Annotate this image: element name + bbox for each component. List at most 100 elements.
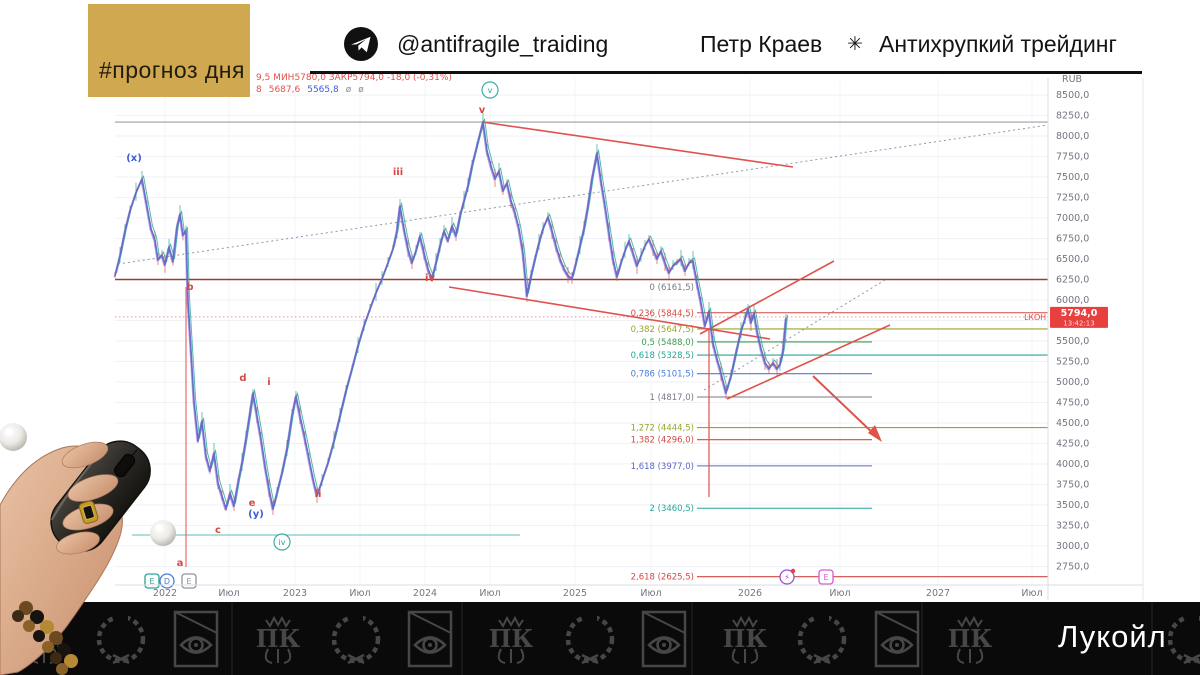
fib-label: 0,5 (5488,0) — [641, 338, 694, 348]
fib-label: 0 (6161,5) — [650, 283, 694, 293]
eye-iris — [422, 637, 438, 653]
time-tick-label: Июл — [349, 588, 370, 599]
laurel-wreath-icon — [331, 610, 381, 665]
price-tick-label: 3500,0 — [1056, 500, 1089, 511]
drawing-tool-badge[interactable]: E — [818, 569, 834, 585]
forecast-badge-label: #прогноз дня — [99, 57, 245, 83]
monogram-crown-icon: ПК — [948, 615, 992, 664]
current-price-badge: 5794,013:42:13 — [1050, 306, 1108, 328]
price-tick-label: 6250,0 — [1056, 275, 1089, 286]
tool-badge-letter: E — [823, 573, 828, 582]
tool-badge-letter: E — [149, 577, 154, 586]
price-tick-label: 8250,0 — [1056, 111, 1089, 122]
eye-lens — [179, 636, 213, 654]
eye-emblem-icon — [407, 610, 453, 668]
ohlc-values: 9,5 МИН5780,0 ЗАКР5794,0 -18,0 (-0,31%) — [256, 73, 452, 83]
header-divider — [310, 71, 1142, 74]
pinky-finger — [56, 531, 100, 555]
fib-label: 2 (3460,5) — [650, 504, 694, 514]
eye-frame — [874, 610, 920, 668]
tool-badge-letter: ⚡ — [784, 573, 790, 582]
wave-label: a — [177, 558, 184, 569]
price-tick-label: 4500,0 — [1056, 418, 1089, 429]
ohlc-legend-row1: 9,5 МИН5780,0 ЗАКР5794,0 -18,0 (-0,31%) — [256, 73, 459, 83]
monogram-flourish — [264, 648, 292, 664]
forecast-badge: #прогноз дня — [88, 4, 250, 97]
time-tick-label: Июл — [218, 588, 239, 599]
price-tick-label: 5250,0 — [1056, 357, 1089, 368]
eye-pupil — [194, 643, 198, 647]
wave-label: b — [186, 282, 193, 293]
crown — [957, 615, 983, 628]
time-tick-label: Июл — [829, 588, 850, 599]
time-tick-label: Июл — [479, 588, 500, 599]
wreath-stems — [581, 653, 599, 665]
price-tick-label: 4250,0 — [1056, 439, 1089, 450]
price-tick-label: 5000,0 — [1056, 377, 1089, 388]
fibonacci-levels: 0 (6161,5) 0,236 (5844,5) 0,382 (5647,5) 0,… — [631, 283, 1048, 583]
crown — [265, 615, 291, 628]
ohlc-value: 5565,8 — [307, 85, 339, 95]
monogram-flourish — [956, 648, 984, 664]
trendline — [699, 260, 835, 335]
footer-banner: ПКПКПКПКПК Лукойл — [0, 602, 1200, 675]
wave-label: i — [267, 377, 270, 388]
time-tick-label: 2024 — [413, 588, 437, 599]
ticker-label: LKOH — [1024, 313, 1046, 322]
header: @antifragile_traiding Петр Краев ✳ Антих… — [0, 0, 1200, 72]
price-tick-label: 7250,0 — [1056, 193, 1089, 204]
tool-badge-circle[interactable] — [779, 569, 795, 585]
crown — [732, 615, 758, 628]
wave-label-circled: iv — [279, 538, 286, 547]
current-price-value: 5794,0 — [1061, 308, 1098, 319]
price-series-line — [114, 121, 787, 511]
trendline — [703, 279, 886, 391]
eye-fold — [642, 611, 686, 634]
star-separator-icon: ✳ — [847, 34, 863, 55]
monogram-letters: ПК — [489, 624, 534, 653]
wave-label-circle — [273, 533, 291, 551]
index-finger — [61, 441, 109, 469]
eye-fold — [174, 611, 218, 634]
price-scale[interactable]: RUB 8500,0 8250,0 8000,0 7750,0 7500,0 7250,0 7… — [1047, 74, 1144, 600]
laurel-wreath-icon — [565, 610, 615, 665]
laurel-wreath-icon — [1167, 610, 1200, 665]
current-price-time: 13:42:13 — [1063, 319, 1094, 327]
tool-badge-square[interactable] — [818, 569, 834, 585]
wreath-stems — [1183, 653, 1200, 665]
eye-emblem-icon — [874, 610, 920, 668]
wave-label: ii — [315, 489, 322, 500]
currency-label: RUB — [1062, 74, 1082, 85]
price-tick-label: 5500,0 — [1056, 336, 1089, 347]
tool-badge-letter: E — [186, 577, 191, 586]
price-tick-label: 2750,0 — [1056, 562, 1089, 573]
wreath-gap — [815, 610, 829, 622]
monogram-flourish — [497, 648, 525, 664]
eye-fold — [408, 611, 452, 634]
ohlc-value: 5687,6 — [268, 85, 301, 95]
fib-label: 1,618 (3977,0) — [631, 462, 694, 472]
time-tick-label: Июл — [1021, 588, 1042, 599]
wave-label-circle — [481, 81, 499, 99]
wreath-ring — [797, 614, 847, 664]
telegram-icon — [344, 27, 378, 61]
drawing-tool-badge[interactable]: ⚡ — [779, 568, 796, 585]
notification-dot — [790, 568, 796, 574]
author-name: Петр Краев — [700, 31, 823, 57]
wave-label: iii — [393, 167, 403, 178]
telegram-handle: @antifragile_traiding — [397, 31, 609, 57]
trendline — [726, 324, 891, 400]
time-tick-label: 2022 — [153, 588, 177, 599]
price-scale-bg[interactable] — [1048, 78, 1143, 600]
wreath-gap — [114, 610, 128, 622]
price-tick-label: 3750,0 — [1056, 480, 1089, 491]
wreath-gap — [349, 610, 363, 622]
eye-frame — [173, 610, 219, 668]
wave-label: e — [249, 498, 256, 509]
time-scale[interactable]: 2022 Июл 2023 Июл 2024 Июл 2025 Июл 2026 Июл 2027 И… — [115, 584, 1143, 599]
ohlc-value: 8 — [256, 85, 262, 95]
eye-frame — [641, 610, 687, 668]
forecast-arrow-head — [868, 425, 882, 442]
